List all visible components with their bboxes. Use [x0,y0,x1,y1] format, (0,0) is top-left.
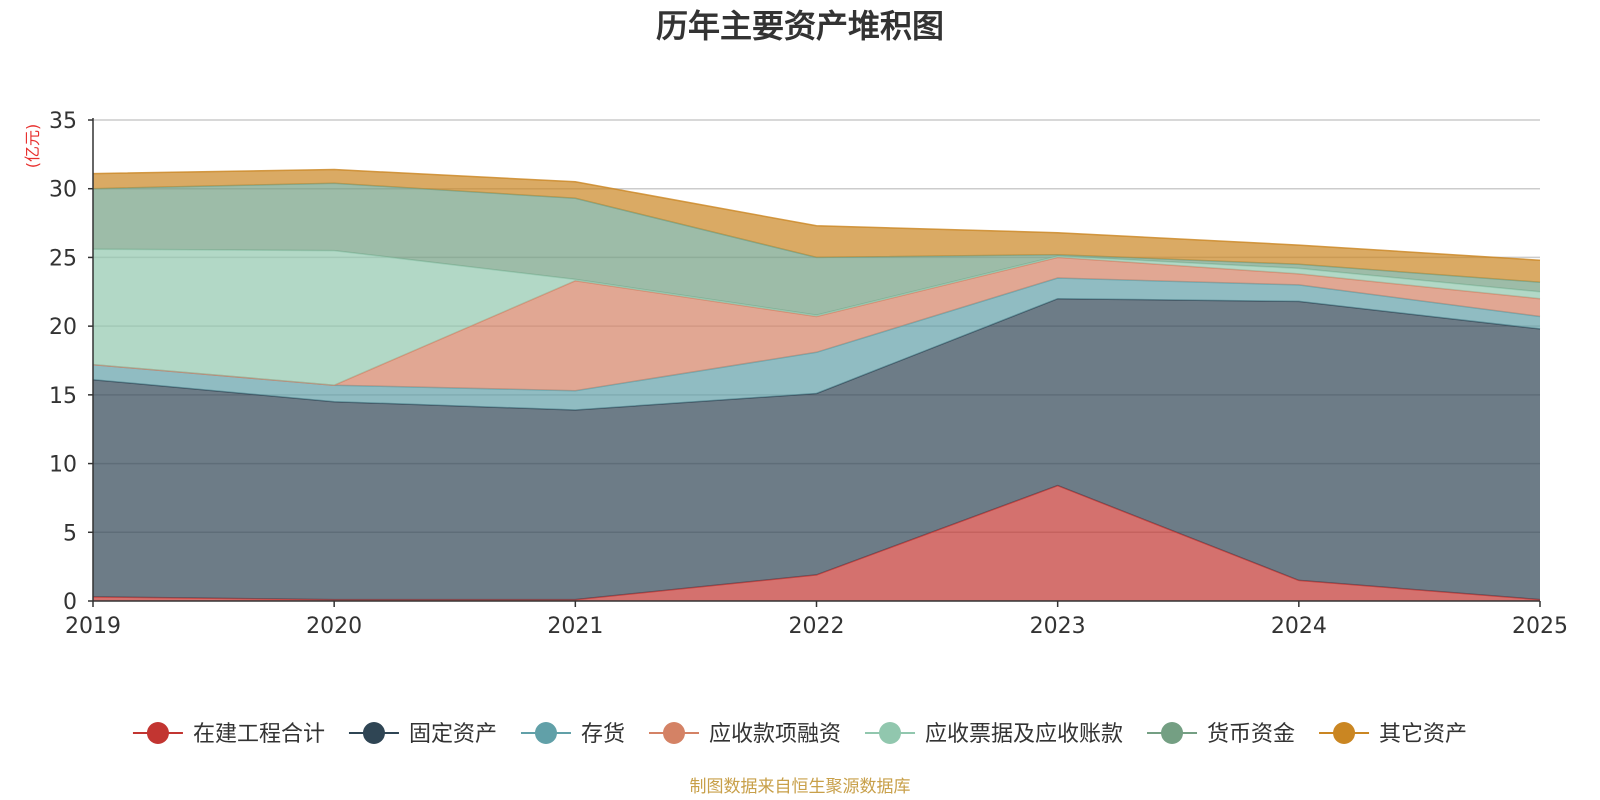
area-series-2 [93,278,1540,410]
x-tick-label: 2019 [65,614,121,639]
area-series-6-edge [92,168,1541,261]
legend-marker-5 [1161,722,1184,744]
y-axis-unit: (亿元) [23,124,42,169]
chart-title: 历年主要资产堆积图 [656,7,944,45]
legend-marker-2 [534,722,557,744]
x-tick-label: 2024 [1271,614,1327,639]
x-tick-label: 2021 [547,614,603,639]
legend-label: 其它资产 [1379,722,1467,747]
legend-marker-0 [146,722,169,744]
legend-label: 货币资金 [1207,722,1295,747]
legend-label: 固定资产 [409,722,497,747]
area-series-4 [93,249,1540,386]
y-tick-label: 20 [49,315,77,340]
legend-marker-4 [879,722,902,744]
y-tick-label: 15 [49,384,77,409]
y-tick-label: 10 [49,453,77,478]
x-tick-label: 2022 [789,614,845,639]
legend-label: 应收票据及应收账款 [925,722,1123,747]
legend-marker-3 [662,722,685,744]
area-series-0 [93,485,1540,601]
y-tick-label: 5 [63,521,77,546]
legend-label: 应收款项融资 [709,722,841,747]
area-series-3 [93,257,1540,391]
y-tick-label: 25 [49,246,77,271]
legend-marker-6 [1333,722,1356,744]
x-tick-label: 2020 [306,614,362,639]
x-tick-label: 2023 [1030,614,1086,639]
y-tick-label: 35 [49,109,77,134]
legend-label: 在建工程合计 [193,722,325,747]
data-source-note: 制图数据来自恒生聚源数据库 [690,777,911,797]
x-tick-label: 2025 [1512,614,1568,639]
legend-label: 存货 [581,722,625,747]
area-series-5 [93,183,1540,316]
area-series-group [92,168,1541,601]
y-tick-label: 30 [49,178,77,203]
legend-marker-1 [362,722,385,744]
y-tick-label: 0 [63,590,77,615]
legend: 在建工程合计 固定资产 存货 应收款项融资 应收票据及应收账款 货币资金 其它资产 [132,722,1467,747]
area-series-1 [93,298,1540,600]
